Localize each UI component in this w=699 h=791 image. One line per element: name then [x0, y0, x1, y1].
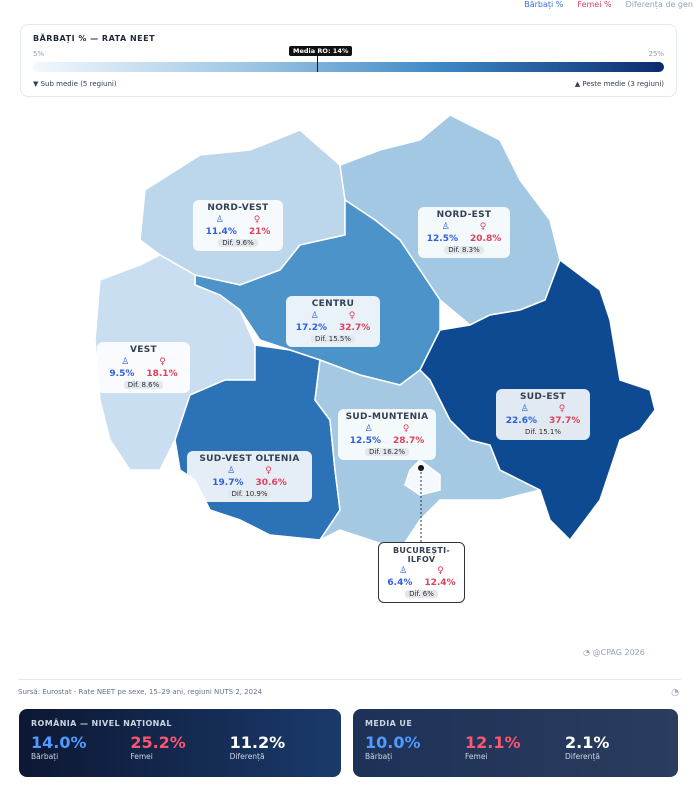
diff-label: Diferență [565, 752, 600, 761]
region-bucuresti-ilfov[interactable] [404, 459, 441, 496]
scale-title: BĂRBAȚI % — RATA NEET [33, 34, 156, 43]
gradient-bar [33, 62, 664, 72]
cpag-logo-icon: ◔ [583, 648, 593, 657]
diff-value: 2.1% [565, 733, 610, 752]
region-name: CENTRU [311, 299, 355, 309]
label-bucuresti-ilfov: BUCUREȘTI-ILFOV ♙ ♀ 6.4% 12.4% Dif. 6% [378, 542, 465, 603]
label-nord-vest: NORD-VEST ♙ ♀ 11.4% 21% Dif. 9.6% [193, 200, 283, 251]
man-icon: ♙ [399, 566, 408, 576]
women-value: 20.8% [470, 234, 502, 244]
region-name: SUD-EST [519, 392, 567, 402]
color-scale-panel: BĂRBAȚI % — RATA NEET 5% 25% Media RO: 1… [20, 24, 677, 97]
label-sud-vest-oltenia: SUD-VEST OLTENIA ♙ ♀ 19.7% 30.6% Dif. 10.9… [187, 451, 312, 502]
men-value: 11.4% [205, 227, 237, 237]
average-marker [317, 56, 318, 72]
women-value: 32.7% [339, 323, 371, 333]
men-value: 19.7% [212, 478, 244, 488]
average-label: Media RO: 14% [289, 46, 353, 56]
man-icon: ♙ [121, 357, 130, 367]
woman-icon: ♀ [558, 404, 566, 414]
label-sud-est: SUD-EST ♙ ♀ 22.6% 37.7% Dif. 15.1% [496, 389, 590, 440]
men-value: 22.6% [505, 416, 537, 426]
woman-icon: ♀ [479, 222, 487, 232]
woman-icon: ♀ [402, 424, 410, 434]
panel-title: MEDIA UE [365, 719, 413, 728]
below-average-note: ▼ Sub medie (5 regiuni) [33, 80, 117, 88]
legend-men: Bărbați % [524, 0, 564, 9]
region-name: NORD-VEST [207, 203, 269, 213]
label-vest: VEST ♙ ♀ 9.5% 18.1% Dif. 8.6% [97, 342, 190, 393]
source-note: Sursă: Eurostat - Rate NEET pe sexe, 15–… [18, 688, 263, 696]
label-sud-muntenia: SUD-MUNTENIA ♙ ♀ 12.5% 28.7% Dif. 16.2% [338, 409, 436, 460]
copyright-text: @CPAG 2026 [592, 648, 645, 657]
region-name: SUD-MUNTENIA [345, 412, 429, 422]
women-value: 28.7% [393, 436, 425, 446]
man-icon: ♙ [520, 404, 529, 414]
legend-gap: Diferența de gen [625, 0, 693, 9]
region-name: VEST [130, 345, 157, 355]
man-icon: ♙ [227, 466, 236, 476]
woman-icon: ♀ [253, 215, 261, 225]
woman-icon: ♀ [348, 311, 356, 321]
diff-value: Dif. 15.1% [521, 428, 565, 436]
men-value: 14.0% [31, 733, 87, 752]
scale-min: 5% [33, 50, 45, 58]
women-value: 12.1% [465, 733, 521, 752]
cpag-logo-icon: ◔ [671, 688, 679, 698]
man-icon: ♙ [215, 215, 224, 225]
men-value: 9.5% [109, 369, 135, 379]
woman-icon: ♀ [159, 357, 166, 367]
region-name: BUCUREȘTI-ILFOV [392, 546, 451, 564]
women-label: Femei [130, 752, 153, 761]
diff-value: Dif. 8.3% [444, 246, 484, 254]
region-name: NORD-EST [436, 210, 492, 220]
above-average-note: ▲ Peste medie (3 regiuni) [574, 80, 664, 88]
panel-title: ROMÂNIA — NIVEL NAȚIONAL [31, 719, 172, 728]
region-name: SUD-VEST OLTENIA [199, 454, 300, 464]
men-value: 12.5% [426, 234, 458, 244]
women-value: 18.1% [146, 369, 178, 379]
diff-value: Dif. 10.9% [227, 490, 272, 498]
man-icon: ♙ [441, 222, 450, 232]
diff-value: Dif. 8.6% [123, 381, 164, 389]
diff-value: Dif. 16.2% [365, 448, 409, 456]
women-value: 30.6% [255, 478, 287, 488]
woman-icon: ♀ [265, 466, 272, 476]
legend-women: Femei % [577, 0, 612, 9]
diff-value: Dif. 9.6% [218, 239, 258, 247]
women-value: 12.4% [424, 578, 456, 588]
label-centru: CENTRU ♙ ♀ 17.2% 32.7% Dif. 15.5% [286, 296, 380, 347]
woman-icon: ♀ [437, 566, 444, 576]
scale-max: 25% [648, 50, 664, 58]
diff-value: Dif. 6% [405, 590, 438, 598]
men-label: Bărbați [31, 752, 59, 761]
divider [18, 679, 681, 680]
label-nord-est: NORD-EST ♙ ♀ 12.5% 20.8% Dif. 8.3% [418, 207, 510, 258]
women-value: 21% [248, 227, 271, 237]
diff-value: Dif. 15.5% [311, 335, 355, 343]
men-label: Bărbați [365, 752, 393, 761]
men-value: 6.4% [387, 578, 413, 588]
men-value: 17.2% [295, 323, 327, 333]
diff-label: Diferență [229, 752, 265, 761]
national-panel: ROMÂNIA — NIVEL NAȚIONAL 14.0% Bărbați 25… [19, 709, 341, 777]
women-label: Femei [465, 752, 488, 761]
women-value: 25.2% [130, 733, 186, 752]
eu-panel: MEDIA UE 10.0% Bărbați 12.1% Femei 2.1% Dif… [353, 709, 678, 777]
diff-value: 11.2% [229, 733, 286, 752]
romania-map [94, 114, 656, 551]
legend: Bărbați % Femei % Diferența de gen [524, 0, 693, 9]
men-value: 10.0% [365, 733, 421, 752]
men-value: 12.5% [349, 436, 381, 446]
man-icon: ♙ [364, 424, 373, 434]
man-icon: ♙ [310, 311, 319, 321]
copyright: ◔ @CPAG 2026 [583, 648, 645, 657]
women-value: 37.7% [549, 416, 581, 426]
